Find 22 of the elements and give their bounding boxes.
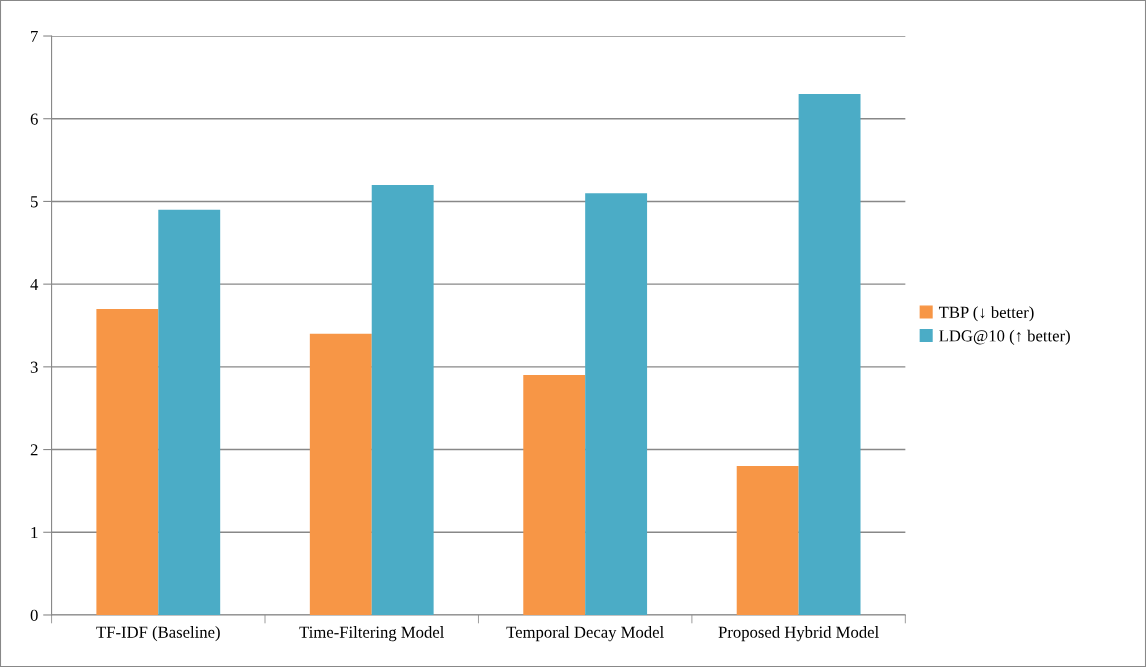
x-tick-label: Time-Filtering Model [299, 626, 445, 642]
y-tick-label: 7 [31, 30, 38, 42]
x-tick-label: Proposed Hybrid Model [718, 626, 879, 642]
bar [585, 193, 648, 615]
y-tick-label: 2 [30, 444, 38, 456]
x-tick-label: Temporal Decay Model [506, 626, 664, 642]
legend-label: TBP (↓ better) [938, 306, 1034, 322]
y-tick-label: 1 [31, 527, 38, 539]
y-tick-label: 3 [30, 361, 38, 373]
legend-label: LDG@10 (↑ better) [939, 329, 1070, 345]
bar [736, 466, 799, 615]
bar [523, 375, 586, 615]
y-tick-label: 0 [30, 609, 38, 621]
y-tick-label: 5 [31, 196, 38, 208]
bar [309, 333, 372, 615]
bar [96, 308, 159, 615]
bar [158, 209, 221, 615]
x-tick-label: TF-IDF (Baseline) [96, 626, 220, 642]
y-tick-label: 6 [30, 113, 38, 125]
bar [371, 184, 434, 615]
bar [798, 93, 861, 615]
y-tick-label: 4 [30, 278, 39, 290]
